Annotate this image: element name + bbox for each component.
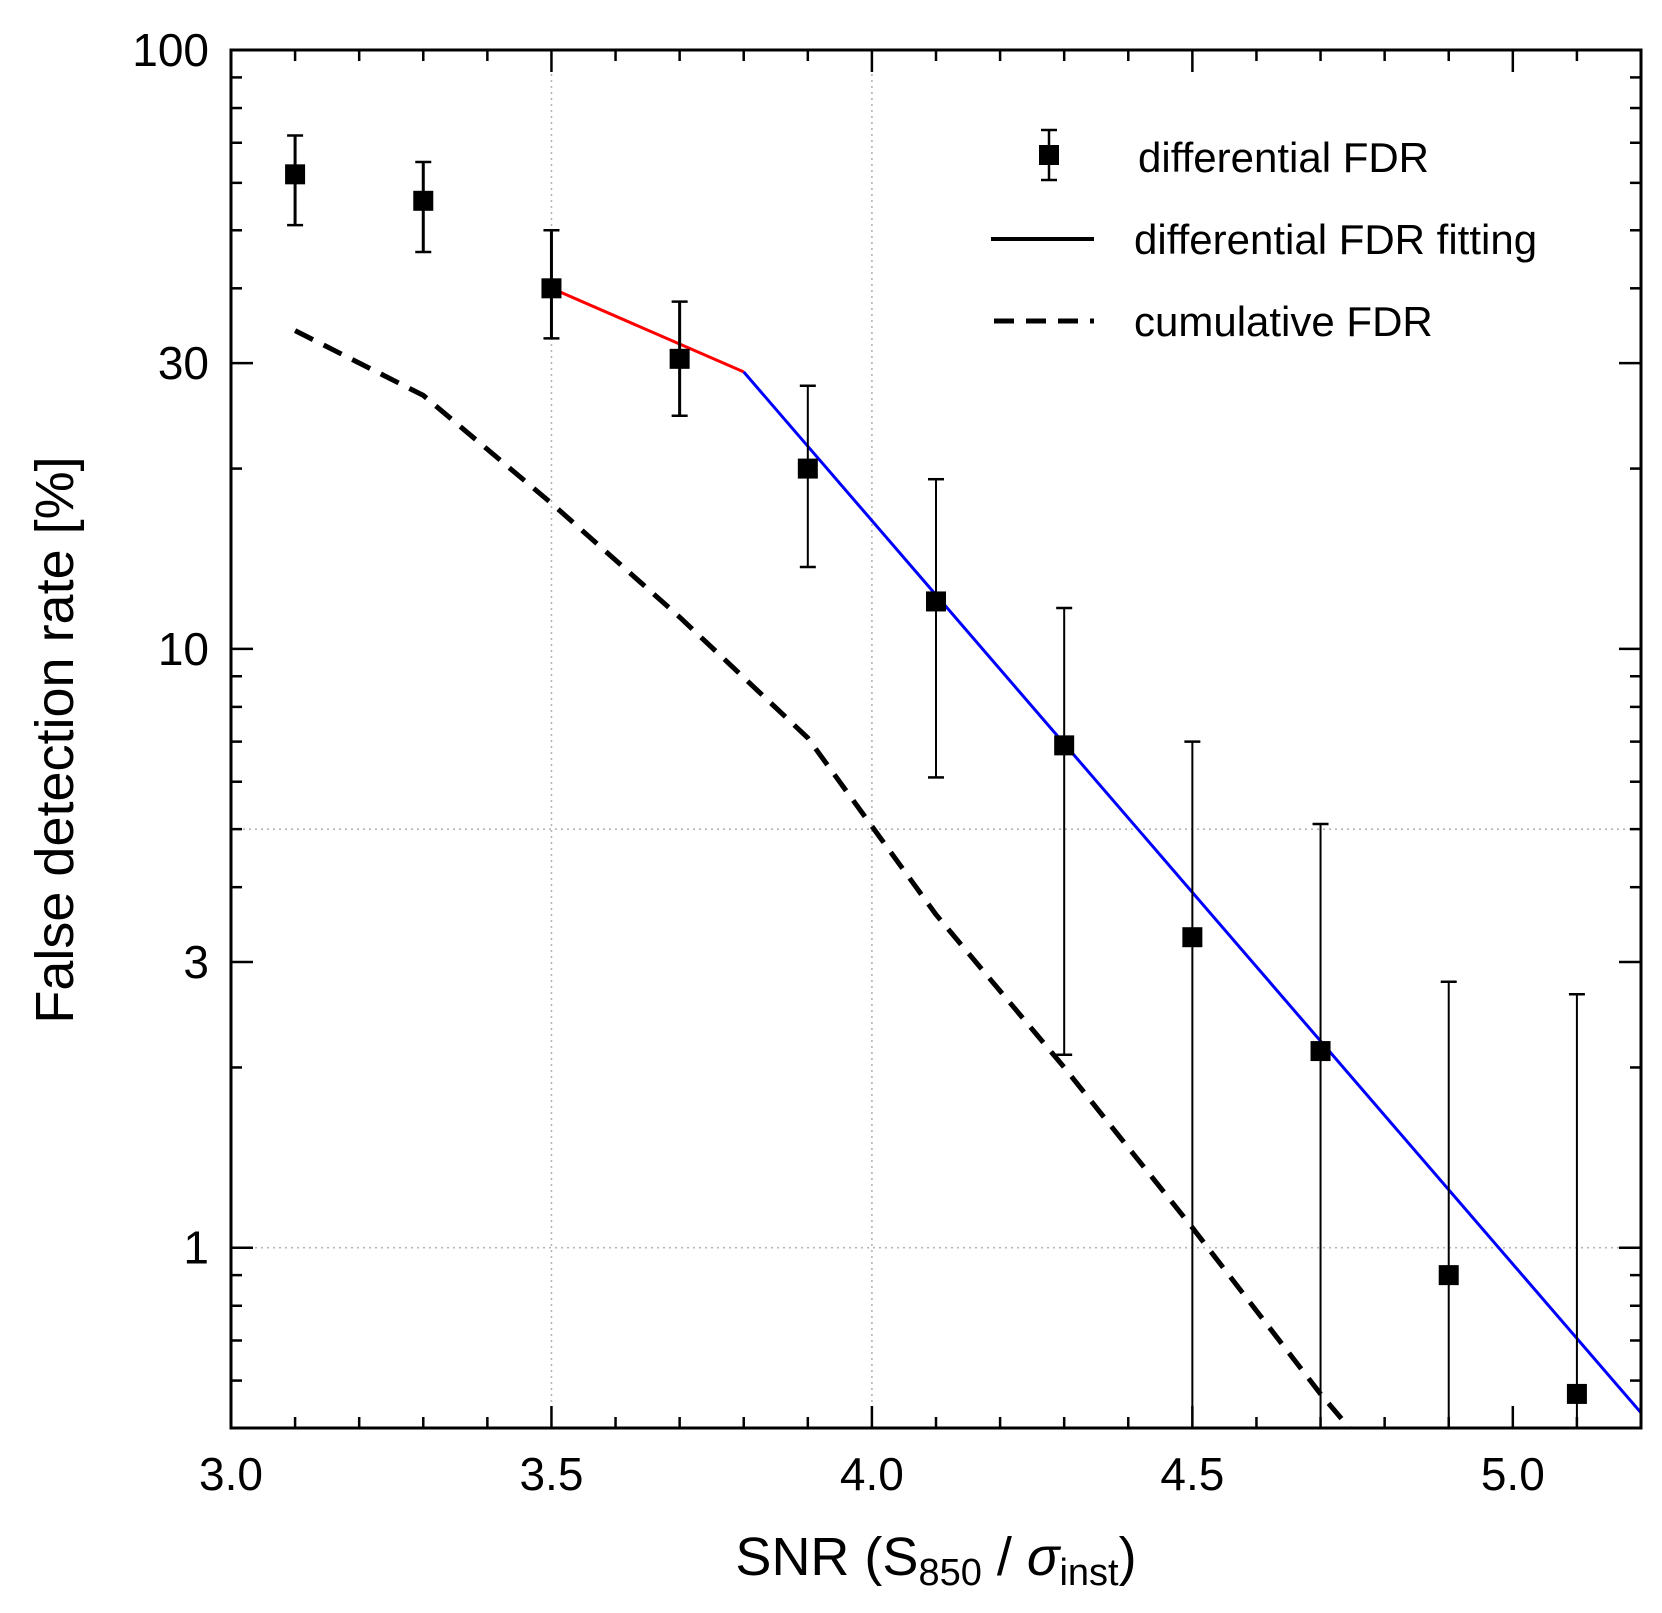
x-axis-label-sub2: inst: [1059, 1552, 1119, 1594]
x-axis-label-sub1: 850: [918, 1552, 981, 1594]
data-point: [1438, 1265, 1459, 1286]
x-tick-label: 5.0: [1481, 1448, 1545, 1500]
data-point: [1310, 1041, 1331, 1062]
tick-labels: 3.0 3.5 4.0 4.5 5.0 1 3 10 30 100: [132, 24, 1545, 1500]
x-tick-label: 3.5: [519, 1448, 583, 1500]
legend-label-fdr-fitting: differential FDR fitting: [1134, 216, 1537, 263]
data-point: [1054, 735, 1075, 756]
x-axis-label: SNR (S850 / σinst): [735, 1527, 1136, 1594]
y-tick-label: 10: [158, 623, 209, 675]
data-point: [926, 591, 946, 612]
cumulative-fdr-line: [293, 328, 1352, 1428]
data-point: [1182, 927, 1203, 948]
x-axis-label-main: SNR (S: [735, 1527, 918, 1587]
data-point: [413, 190, 434, 211]
plot-series: [285, 134, 1641, 1428]
y-tick-label: 1: [183, 1222, 209, 1274]
y-axis-label: False detection rate [%]: [25, 456, 85, 1023]
y-tick-label: 100: [132, 24, 209, 76]
x-axis-label-sigma: σ: [1027, 1527, 1062, 1587]
legend-marker-square: [1039, 145, 1059, 165]
legend-label-cumulative-fdr: cumulative FDR: [1134, 298, 1433, 345]
data-point: [285, 164, 306, 185]
data-point: [541, 278, 562, 299]
data-point: [1566, 1383, 1587, 1404]
legend-label-differential-fdr: differential FDR: [1138, 134, 1429, 181]
y-tick-label: 3: [183, 936, 209, 988]
x-axis-label-end: ): [1119, 1527, 1137, 1587]
legend: differential FDR differential FDR fittin…: [991, 128, 1537, 345]
x-tick-label: 4.0: [840, 1448, 904, 1500]
plot-frame: [229, 48, 1643, 1430]
data-point: [669, 348, 690, 369]
x-tick-label: 4.5: [1160, 1448, 1224, 1500]
x-axis-label-mid: /: [982, 1527, 1027, 1587]
fit-line-red: [550, 286, 745, 374]
data-point: [797, 458, 818, 479]
x-tick-label: 3.0: [199, 1448, 263, 1500]
y-tick-label: 30: [158, 337, 209, 389]
